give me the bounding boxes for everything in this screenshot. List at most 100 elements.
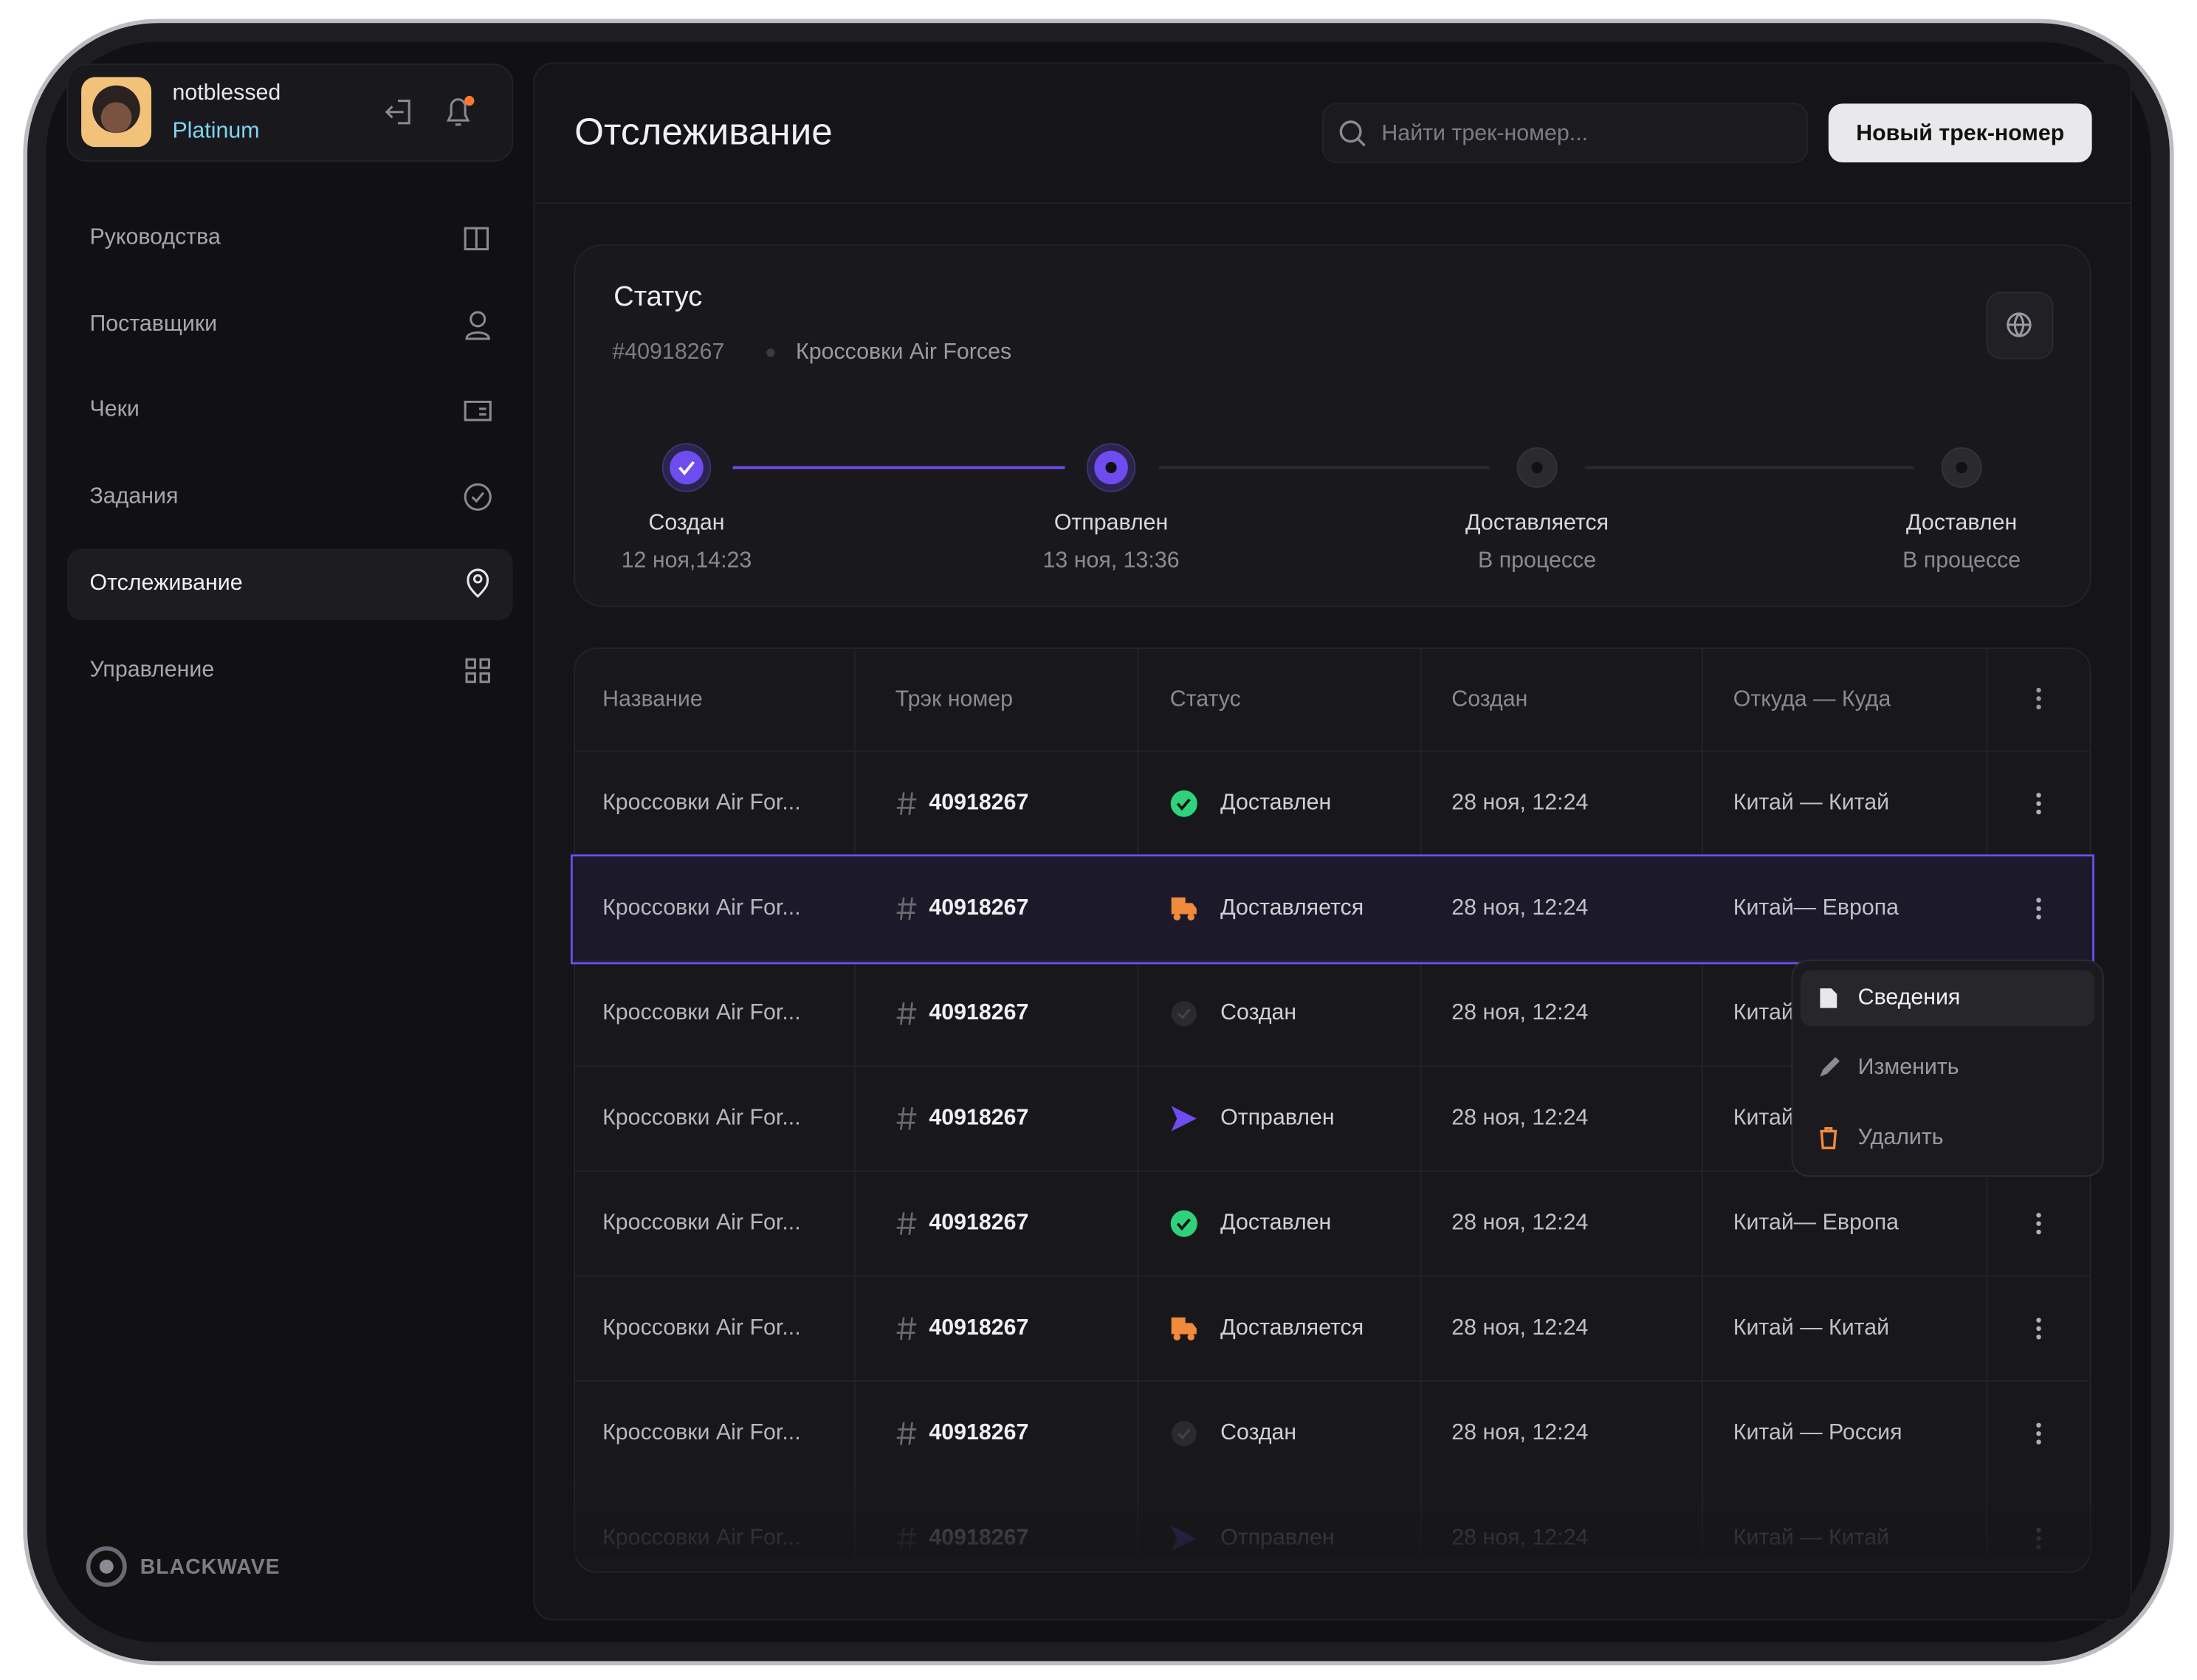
status-icon-wheel [1173,913,1181,921]
step-date: В процессе [1902,548,2021,573]
hash-icon [896,1002,917,1025]
hash-icon [896,1212,917,1236]
cell-track: 40918267 [929,1105,1028,1129]
cell-status: Отправлен [1220,1105,1335,1129]
cell-status: Доставлен [1220,791,1331,815]
cell-name: Кроссовки Air For... [602,1211,801,1235]
kebab-dot [2036,687,2041,693]
cell-name: Кроссовки Air For... [602,895,801,920]
cell-route: Китай — Китай [1733,791,1889,815]
kebab-dot [2036,801,2041,806]
notification-dot [464,95,475,106]
column-header: Название [602,686,703,711]
column-header: Откуда — Куда [1733,686,1891,711]
table-row[interactable]: Кроссовки Air For... 40918267 Создан 28 ноя… [574,1380,2091,1447]
nav-active-bg [67,548,513,621]
nav-item[interactable]: Управление [89,658,214,682]
cell-route: Китай — Китай [1733,1315,1889,1340]
meta-separator [766,348,775,357]
cell-route: Китай— Европа [1733,1211,1899,1235]
cell-route: Китай— Европа [1733,895,1899,920]
step-dot [670,450,704,485]
search-icon [1339,120,1366,147]
status-icon [1171,1421,1197,1447]
kebab-dot [2036,915,2041,920]
kebab-dot [2036,1335,2041,1340]
step-check [678,461,695,476]
avatar-skin [100,102,132,134]
cell-status: Создан [1220,1420,1296,1445]
kebab-dot [2036,1318,2041,1323]
cell-name: Кроссовки Air For... [602,791,801,815]
table-row[interactable]: Кроссовки Air For... 40918267 Доставлен 28 … [574,750,2091,817]
kebab-dot [2036,809,2041,815]
column-header: Создан [1451,686,1527,711]
table-row[interactable]: Кроссовки Air For... 40918267 Доставляется… [570,854,2094,965]
kebab-dot [2036,696,2041,701]
nav-item[interactable]: Руководства [89,224,221,249]
table-fade [574,1484,2091,1557]
globe-icon [2007,312,2032,337]
step-label: Доставлен [1906,510,2017,534]
button-label: Новый трек-номер [1856,121,2064,145]
logout-icon[interactable] [385,100,410,125]
user-plan: Platinum [172,118,259,142]
bell-icon[interactable] [446,98,470,126]
cell-created: 28 ноя, 12:24 [1451,791,1588,815]
status-icon-wheel [1187,1333,1195,1341]
cell-status: Создан [1220,1000,1296,1025]
nav-icon [465,658,490,684]
content: Руководства Поставщики Чеки Задания Отслежив… [89,224,2104,1557]
cell-name: Кроссовки Air For... [602,1000,801,1025]
status-icon-wheel [1187,913,1195,921]
user-card [66,63,514,162]
kebab-dot [2036,1221,2041,1226]
step-center [1105,461,1117,474]
search-box[interactable] [1321,103,1809,163]
new-track-button[interactable] [1828,103,2092,163]
kebab-dot [2036,1422,2041,1428]
nav-item[interactable]: Задания [89,483,178,508]
brand-logo [86,1546,127,1587]
menu-item[interactable]: Сведения [1858,985,1961,1009]
cell-created: 28 ноя, 12:24 [1451,1000,1588,1025]
step-date: 12 ноя,14:23 [622,548,752,573]
nav-item[interactable]: Поставщики [89,311,217,336]
menu-icon [1820,988,1837,1008]
table-body: Название Трэк номер Статус Создан Откуда — К… [570,648,2094,1557]
step-label: Доставляется [1465,510,1609,534]
status-icon [1170,1210,1197,1237]
nav-item[interactable]: Чеки [89,397,139,421]
hash-icon [896,897,917,920]
kebab-dot [2036,898,2041,903]
cell-name: Кроссовки Air For... [602,1420,801,1445]
nav-icon [467,568,489,599]
status-title: Статус [613,281,702,312]
menu-item[interactable]: Удалить [1858,1125,1944,1149]
hash-icon [896,1107,917,1130]
cell-created: 28 ноя, 12:24 [1451,1211,1588,1235]
search-placeholder: Найти трек-номер... [1381,121,1588,145]
cell-created: 28 ноя, 12:24 [1451,895,1588,920]
step-date: 13 ноя, 13:36 [1043,548,1180,573]
status-icon [1171,897,1197,915]
kebab-dot [2036,1213,2041,1218]
status-icon [1171,1317,1197,1335]
cell-status: Доставляется [1220,895,1364,920]
kebab-dot [2036,1326,2041,1332]
cell-track: 40918267 [929,1420,1028,1445]
menu-hover [1800,970,2095,1027]
status-card [574,244,2091,607]
nav-item[interactable]: Отслеживание [89,571,242,595]
cell-track: 40918267 [929,1000,1028,1025]
hash-icon [896,1317,917,1340]
cell-track: 40918267 [929,895,1028,920]
menu-item[interactable]: Изменить [1858,1055,1959,1079]
page-title: Отслеживание [574,111,833,153]
brand: BLACKWAVE [140,1555,281,1579]
order-id: #40918267 [612,340,724,364]
cell-route: Китай — Россия [1733,1420,1902,1445]
table-row[interactable]: Кроссовки Air For... 40918267 Доставляется… [574,1275,2091,1341]
kebab-dot [2036,1229,2041,1235]
cell-created: 28 ноя, 12:24 [1451,1315,1588,1340]
